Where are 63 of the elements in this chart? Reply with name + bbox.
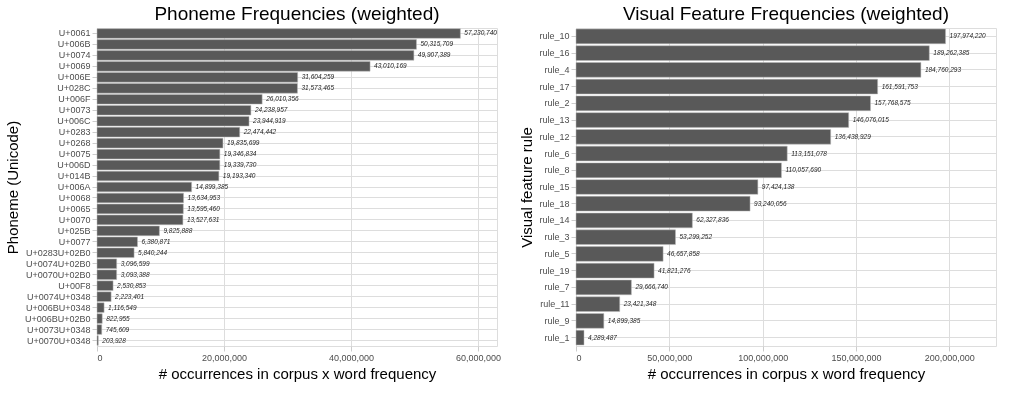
- y-tick-label: rule_18: [539, 198, 570, 209]
- y-tick-label: rule_6: [544, 148, 570, 159]
- y-tick-label: U+0074: [58, 50, 91, 61]
- y-tick-label: U+0070: [58, 214, 91, 225]
- y-tick-label: U+0075: [58, 149, 91, 160]
- y-tick-label: rule_19: [539, 265, 570, 276]
- y-tick-label: rule_12: [539, 131, 570, 142]
- x-tick-label: 0: [97, 352, 103, 363]
- y-tick-label: rule_16: [539, 48, 570, 59]
- y-tick-label: U+0073: [58, 105, 91, 116]
- y-tick-label: U+006F: [58, 94, 91, 105]
- x-tick-label: 20,000,000: [201, 352, 248, 363]
- y-tick-label: U+0074U+02B0: [25, 258, 91, 269]
- y-tick-label: rule_13: [539, 115, 570, 126]
- y-tick-label: rule_1: [544, 332, 570, 343]
- y-tick-label: U+0068: [58, 192, 91, 203]
- chart-title: Phoneme Frequencies (weighted): [154, 3, 440, 24]
- y-tick-label: rule_7: [544, 282, 570, 293]
- y-tick-label: rule_15: [539, 182, 570, 192]
- y-tick-label: U+0070U+02B0: [25, 269, 91, 280]
- y-axis-title: Phoneme (Unicode): [3, 120, 21, 255]
- x-axis-title: # occurrences in corpus x word frequency: [647, 364, 926, 382]
- y-tick-label: U+0074U+0348: [26, 291, 91, 302]
- x-tick-label: 60,000,000: [455, 352, 501, 363]
- y-tick-label: U+006D: [57, 160, 91, 171]
- y-tick-label: U+006BU+0348: [25, 302, 91, 313]
- y-tick-label: U+006E: [57, 72, 91, 83]
- y-tick-label: rule_8: [544, 165, 570, 176]
- x-tick-label: 50,000,000: [647, 352, 693, 363]
- y-tick-label: U+025B: [57, 225, 91, 236]
- y-tick-label: U+006A: [57, 182, 91, 192]
- y-tick-label: U+0077: [58, 236, 91, 247]
- y-tick-label: rule_14: [539, 215, 570, 226]
- y-tick-label: U+014B: [57, 171, 91, 182]
- y-tick-label: U+006BU+02B0: [24, 313, 91, 324]
- y-tick-label: rule_2: [544, 98, 570, 109]
- x-tick-label: 40,000,000: [328, 352, 374, 363]
- y-tick-label: rule_17: [539, 81, 570, 92]
- y-tick-label: U+0065: [58, 203, 91, 214]
- y-tick-label: rule_5: [544, 248, 570, 259]
- x-axis-title: # occurrences in corpus x word frequency: [158, 364, 437, 382]
- y-tick-label: U+0268: [58, 138, 91, 149]
- y-tick-label: rule_3: [544, 232, 570, 243]
- y-tick-label: U+028C: [57, 83, 91, 94]
- y-tick-label: rule_11: [540, 299, 570, 310]
- x-tick-label: 0: [576, 352, 582, 363]
- y-tick-label: U+0070U+0348: [26, 335, 91, 346]
- y-tick-label: rule_9: [544, 315, 570, 326]
- y-tick-label: U+0061: [58, 28, 91, 39]
- y-tick-label: U+0283U+02B0: [25, 247, 91, 258]
- y-axis-title: Visual feature rule: [518, 127, 536, 248]
- y-tick-label: U+0073U+0348: [26, 324, 91, 335]
- y-tick-label: U+0069: [58, 61, 91, 72]
- y-tick-label: rule_10: [539, 31, 570, 42]
- y-tick-label: U+006B: [57, 39, 91, 50]
- y-tick-label: U+006C: [57, 116, 91, 127]
- x-tick-label: 150,000,000: [831, 352, 882, 363]
- y-tick-label: U+0283: [58, 127, 91, 138]
- chart-title: Visual Feature Frequencies (weighted): [623, 3, 949, 24]
- y-tick-label: U+00F8: [58, 280, 91, 291]
- x-tick-label: 100,000,000: [738, 352, 789, 363]
- x-tick-label: 200,000,000: [924, 352, 975, 363]
- y-tick-label: rule_4: [544, 64, 570, 75]
